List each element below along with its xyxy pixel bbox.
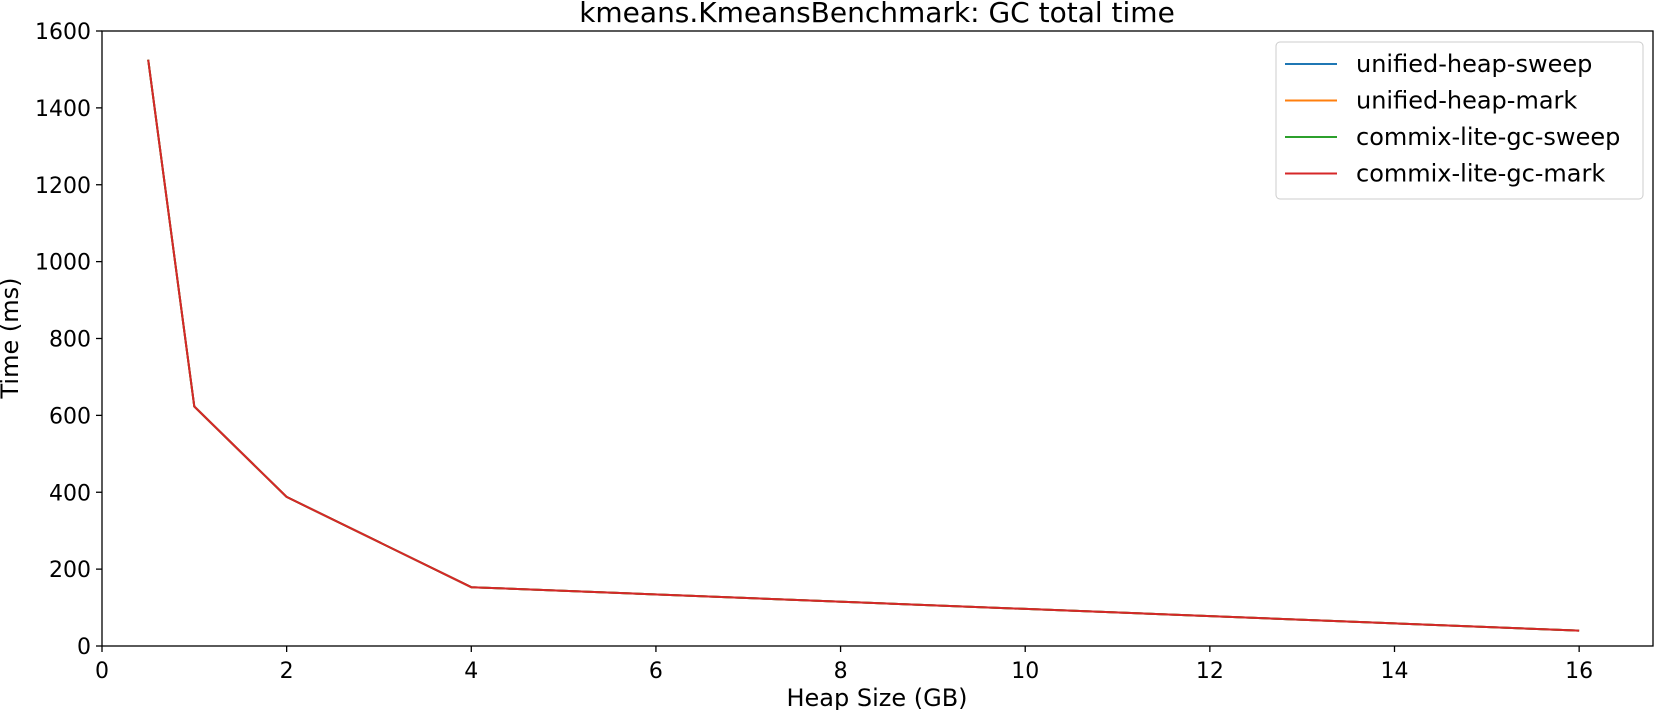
x-tick-label: 0 [95,659,109,684]
legend-label: unified-heap-mark [1356,87,1577,115]
chart-title: kmeans.KmeansBenchmark: GC total time [579,0,1175,29]
y-tick-label: 0 [77,635,91,660]
x-tick-label: 10 [1011,659,1039,684]
x-tick-label: 12 [1196,659,1224,684]
series-line-commix-lite-gc-mark [147,59,1580,632]
x-tick-label: 16 [1565,659,1593,684]
x-tick-label: 14 [1381,659,1409,684]
x-tick-label: 6 [649,659,663,684]
x-tick-label: 2 [280,659,294,684]
y-tick-label: 200 [49,558,91,583]
y-axis: 0 200 400 600 800 1000 1200 1400 1600 [35,20,102,660]
y-axis-label: Time (ms) [0,278,24,400]
y-tick-label: 1000 [35,251,91,276]
x-tick-label: 4 [464,659,478,684]
legend: unified-heap-sweep unified-heap-mark commi… [1275,41,1644,200]
y-tick-label: 1200 [35,174,91,199]
y-tick-label: 800 [49,328,91,353]
x-tick-label: 8 [834,659,848,684]
y-tick-label: 400 [49,481,91,506]
legend-box [1275,41,1644,200]
y-tick-label: 600 [49,404,91,429]
plot-series [147,59,1580,632]
y-tick-label: 1400 [35,97,91,122]
legend-label: unified-heap-sweep [1356,50,1592,78]
y-tick-label: 1600 [35,20,91,45]
legend-label: commix-lite-gc-mark [1356,160,1605,188]
x-axis-label: Heap Size (GB) [786,684,967,710]
legend-label: commix-lite-gc-sweep [1356,123,1620,151]
x-axis: 0 2 4 6 8 10 12 14 16 [95,646,1593,684]
